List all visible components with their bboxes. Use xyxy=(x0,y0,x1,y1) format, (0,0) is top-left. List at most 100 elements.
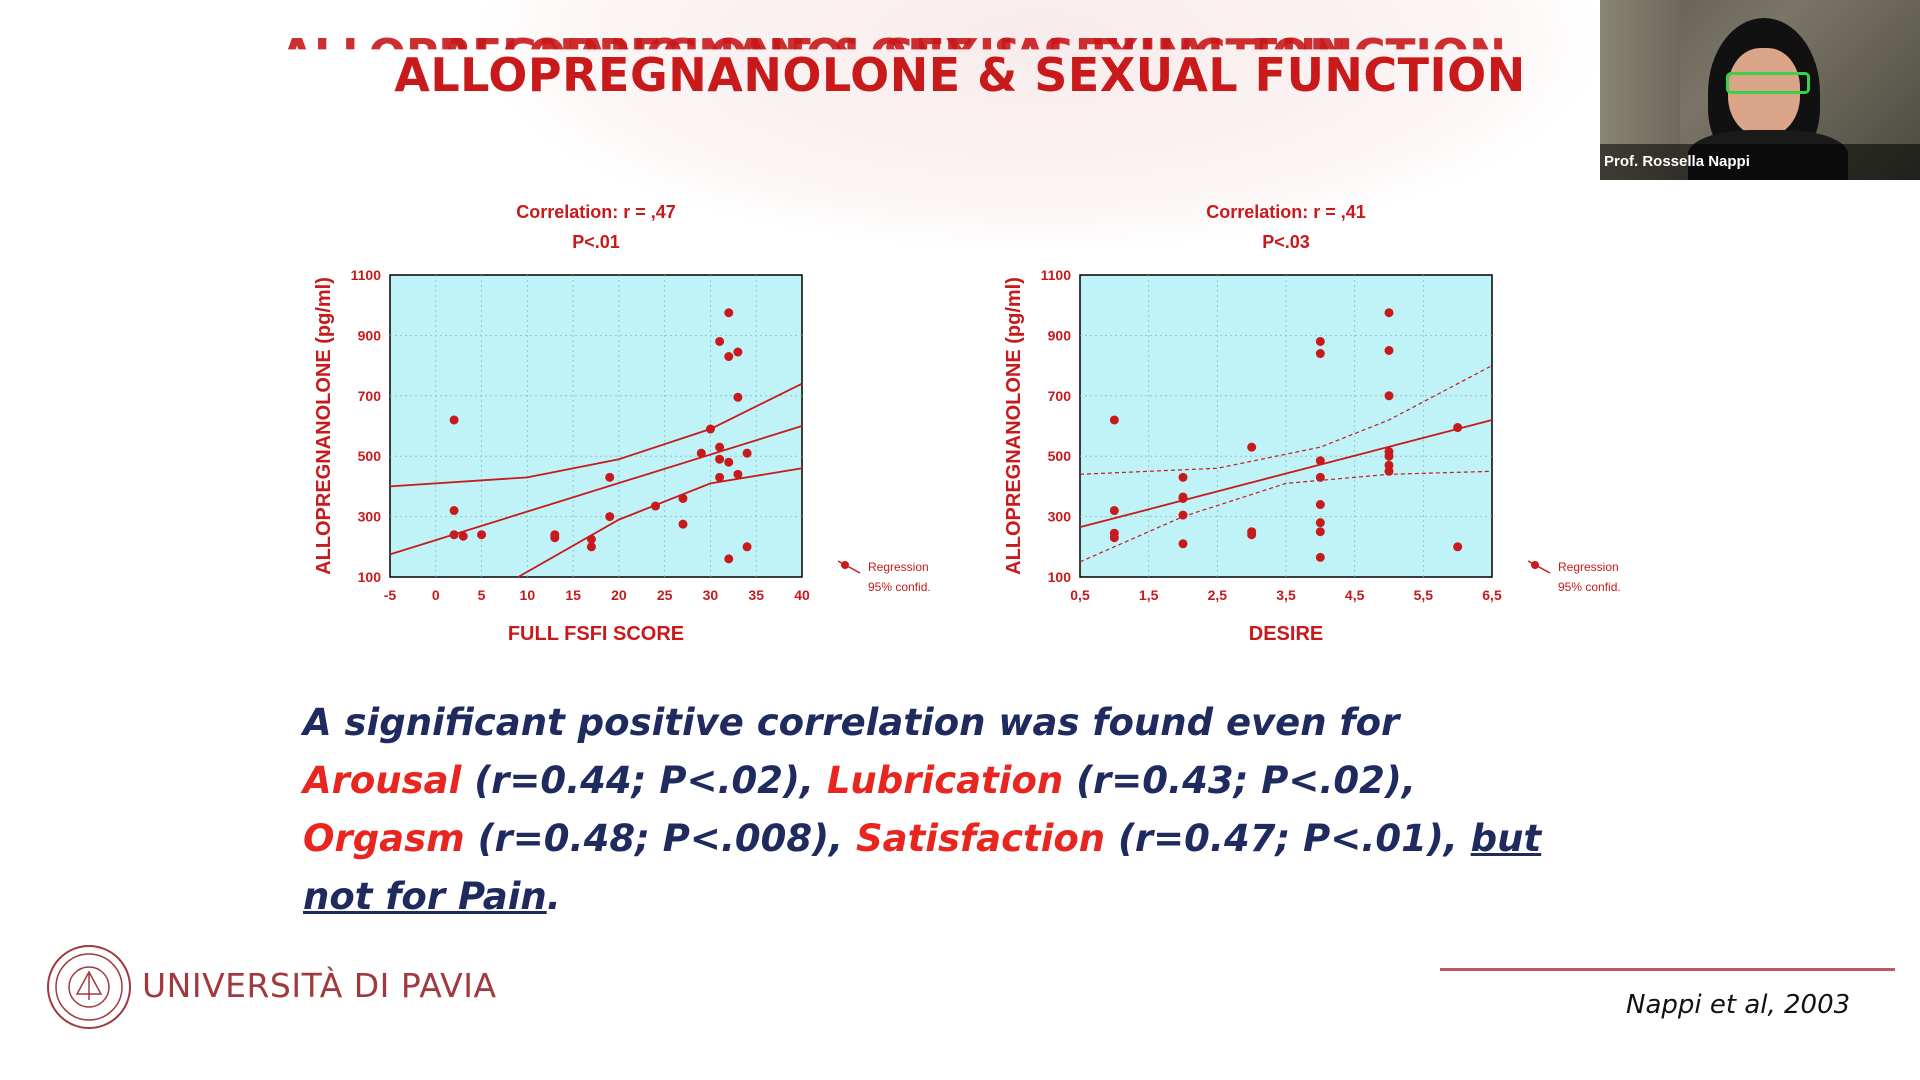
chart-desire: Correlation: r = ,41 P<.03 0,5 1,5 2,5 3,5 4,5… xyxy=(990,195,1630,645)
data-point xyxy=(1453,542,1463,552)
data-point xyxy=(1247,530,1257,540)
university-name: UNIVERSITÀ DI PAVIA xyxy=(142,966,497,1005)
legend-point-icon xyxy=(841,561,849,569)
correlation-label: Correlation: r = ,47 xyxy=(516,202,676,222)
legend-regression: Regression xyxy=(1558,560,1619,574)
data-point xyxy=(1178,510,1188,520)
y-tick-label: 100 xyxy=(1048,569,1072,585)
x-tick-label: 35 xyxy=(748,587,764,603)
university-seal-logo xyxy=(47,945,131,1029)
data-point xyxy=(1109,506,1119,516)
data-point xyxy=(705,424,715,434)
data-point xyxy=(724,457,734,467)
data-point xyxy=(1384,451,1394,461)
caption-arousal: Arousal xyxy=(303,759,462,802)
data-point xyxy=(651,501,661,511)
data-point xyxy=(1315,336,1325,346)
x-tick-label: 30 xyxy=(703,587,719,603)
data-point xyxy=(1453,423,1463,433)
data-point xyxy=(696,448,706,458)
x-tick-label: 0,5 xyxy=(1070,587,1090,603)
caption-lubrication: Lubrication xyxy=(826,759,1064,802)
findings-caption: A significant positive correlation was f… xyxy=(303,694,1563,926)
confidence-band-upper xyxy=(389,382,803,488)
data-point xyxy=(1178,493,1188,503)
legend-point-icon xyxy=(1531,561,1539,569)
chart-fsfi-svg: Correlation: r = ,47 P<.01 -5 0 5 10 15 20 25 30 3… xyxy=(313,202,931,645)
data-point xyxy=(458,531,468,541)
y-tick-label: 500 xyxy=(358,448,382,464)
data-point xyxy=(1315,527,1325,537)
data-point xyxy=(715,336,725,346)
data-point xyxy=(449,415,459,425)
confidence-band-lower xyxy=(517,467,803,578)
caption-text: (r=0.48; P<.008), xyxy=(464,817,856,860)
x-tick-label: 5,5 xyxy=(1414,587,1434,603)
x-tick-label: 25 xyxy=(657,587,673,603)
x-tick-label: 15 xyxy=(565,587,581,603)
data-point xyxy=(1384,308,1394,318)
participant-name-label: Prof. Rossella Nappi xyxy=(1600,144,1920,180)
data-point xyxy=(1315,472,1325,482)
data-point xyxy=(724,308,734,318)
data-point xyxy=(449,506,459,516)
data-point xyxy=(1315,552,1325,562)
confidence-band-lower xyxy=(1079,470,1493,563)
confidence-band-upper xyxy=(1079,365,1493,475)
p-value-label: P<.01 xyxy=(572,232,620,252)
data-point xyxy=(742,542,752,552)
legend-line-icon xyxy=(837,560,861,574)
data-point xyxy=(449,530,459,540)
x-axis-label: FULL FSFI SCORE xyxy=(508,623,684,645)
y-tick-label: 500 xyxy=(1048,448,1072,464)
data-point xyxy=(1315,456,1325,466)
data-point xyxy=(477,530,487,540)
y-tick-label: 900 xyxy=(1048,327,1072,343)
regression-line xyxy=(389,425,803,556)
y-axis-label: ALLOPREGNANOLONE (pg/ml) xyxy=(313,277,335,575)
data-point xyxy=(715,472,725,482)
data-point xyxy=(715,454,725,464)
data-point xyxy=(586,534,596,544)
legend-confidence: 95% confid. xyxy=(1558,580,1621,594)
data-point xyxy=(1247,442,1257,452)
y-tick-label: 300 xyxy=(1048,509,1072,525)
y-tick-label: 700 xyxy=(358,388,382,404)
data-point xyxy=(678,519,688,529)
x-tick-label: -5 xyxy=(384,587,397,603)
data-point xyxy=(586,542,596,552)
caption-pain-underlined: but not for Pain xyxy=(303,817,1542,918)
speaker-glasses xyxy=(1726,72,1810,94)
ghost-title-top-left: ALLOPREGNANOLONE & SEXUAL FUNCTION xyxy=(280,30,1346,49)
data-point xyxy=(724,554,734,564)
chart-desire-svg: Correlation: r = ,41 P<.03 0,5 1,5 2,5 3,5 4,5… xyxy=(1003,202,1621,645)
x-tick-label: 40 xyxy=(794,587,810,603)
caption-satisfaction: Satisfaction xyxy=(856,817,1106,860)
reference-divider xyxy=(1440,968,1895,971)
y-axis-label: ALLOPREGNANOLONE (pg/ml) xyxy=(1003,277,1025,575)
data-point xyxy=(1384,391,1394,401)
x-tick-label: 6,5 xyxy=(1482,587,1502,603)
video-thumbnail[interactable]: Prof. Rossella Nappi xyxy=(1600,0,1920,180)
data-point xyxy=(678,493,688,503)
x-tick-label: 0 xyxy=(432,587,440,603)
x-tick-label: 10 xyxy=(520,587,536,603)
data-point xyxy=(1178,472,1188,482)
y-tick-label: 1100 xyxy=(1041,267,1072,283)
correlation-label: Correlation: r = ,41 xyxy=(1206,202,1366,222)
x-tick-label: 20 xyxy=(611,587,627,603)
data-point xyxy=(1315,518,1325,528)
legend-line-icon xyxy=(1527,560,1551,574)
data-point xyxy=(1109,415,1119,425)
data-point xyxy=(605,472,615,482)
chart-fsfi: Correlation: r = ,47 P<.01 -5 0 5 10 15 20 25 30 3… xyxy=(300,195,940,645)
data-point xyxy=(715,442,725,452)
y-tick-label: 300 xyxy=(358,509,382,525)
data-point xyxy=(733,392,743,402)
regression-line xyxy=(1079,419,1493,529)
y-tick-label: 100 xyxy=(358,569,382,585)
data-point xyxy=(1315,349,1325,359)
caption-text: (r=0.47; P<.01), xyxy=(1105,817,1471,860)
data-point xyxy=(733,469,743,479)
data-point xyxy=(1384,346,1394,355)
